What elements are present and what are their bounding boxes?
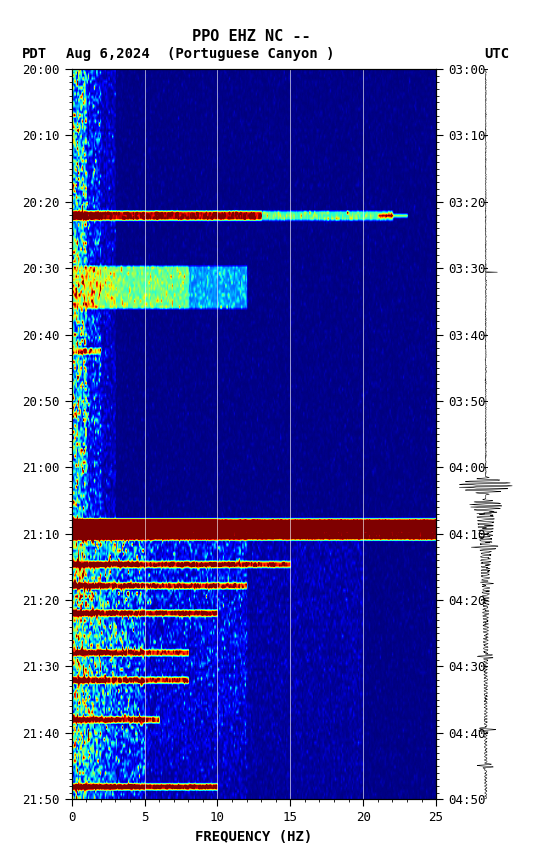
Text: (Portuguese Canyon ): (Portuguese Canyon ) [167, 47, 335, 60]
X-axis label: FREQUENCY (HZ): FREQUENCY (HZ) [195, 829, 312, 843]
Text: Aug 6,2024: Aug 6,2024 [66, 47, 150, 60]
Text: PPO EHZ NC --: PPO EHZ NC -- [192, 29, 310, 44]
Text: UTC: UTC [484, 47, 509, 60]
Text: PDT: PDT [22, 47, 47, 60]
